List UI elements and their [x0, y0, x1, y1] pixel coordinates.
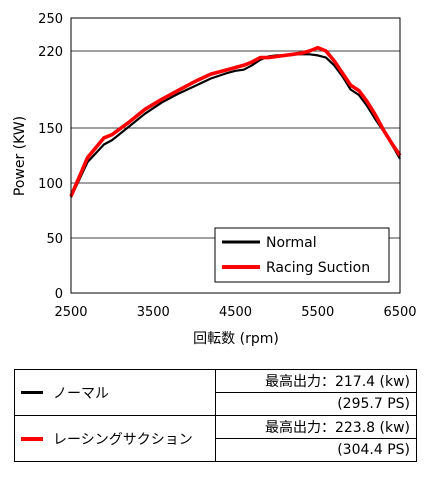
series-lines [69, 45, 402, 198]
series-name-cell: ノーマル [14, 369, 216, 416]
y-tick-label: 100 [38, 177, 63, 192]
y-tick-label: 250 [38, 12, 63, 27]
normal-line-swatch [21, 391, 43, 394]
x-tick-label: 5500 [301, 305, 334, 320]
y-axis-label: Power (KW) [12, 116, 28, 196]
power-chart: 0 50 100 150 220 250 2500 3500 4500 5500 6500 Pow… [12, 12, 417, 347]
y-tick-label: 220 [38, 45, 63, 60]
ps-cell: (304.4 PS) [215, 438, 417, 462]
x-tick-label: 3500 [137, 305, 170, 320]
racing-line-swatch [21, 436, 43, 441]
series-name: ノーマル [53, 385, 109, 402]
legend-label-normal: Normal [266, 235, 317, 251]
ps-cell: (295.7 PS) [215, 392, 417, 416]
x-axis-label: 回転数 (rpm) [193, 331, 279, 347]
legend: Normal Racing Suction [214, 227, 390, 283]
series-name: レーシングサクション [53, 431, 193, 448]
max-power-cell: 最高出力：223.8 (kw) [215, 415, 417, 439]
series-name-cell: レーシングサクション [14, 415, 216, 462]
legend-label-racing: Racing Suction [266, 260, 370, 276]
series-line-racing-suction [69, 45, 402, 197]
y-tick-label: 0 [55, 287, 63, 302]
table-row: レーシングサクション 最高出力：223.8 (kw) [14, 415, 417, 462]
grid-lines [71, 50, 400, 239]
x-tick-label: 2500 [54, 305, 87, 320]
y-tick-label: 50 [46, 232, 63, 247]
x-tick-labels: 2500 3500 4500 5500 6500 [54, 305, 416, 320]
series-line-normal [70, 53, 401, 198]
table-row: (304.4 PS) [15, 438, 417, 462]
table-row: ノーマル 最高出力：217.4 (kw) [14, 369, 417, 416]
plot-frame [70, 17, 401, 294]
max-power-cell: 最高出力：217.4 (kw) [215, 369, 417, 393]
legend-box [214, 227, 390, 283]
y-tick-labels: 0 50 100 150 220 250 [38, 12, 63, 302]
y-tick-label: 150 [38, 122, 63, 137]
x-tick-label: 4500 [219, 305, 252, 320]
x-tick-label: 6500 [383, 305, 416, 320]
spec-table: ノーマル 最高出力：217.4 (kw) (295.7 PS) レーシングサクシ… [14, 369, 417, 462]
